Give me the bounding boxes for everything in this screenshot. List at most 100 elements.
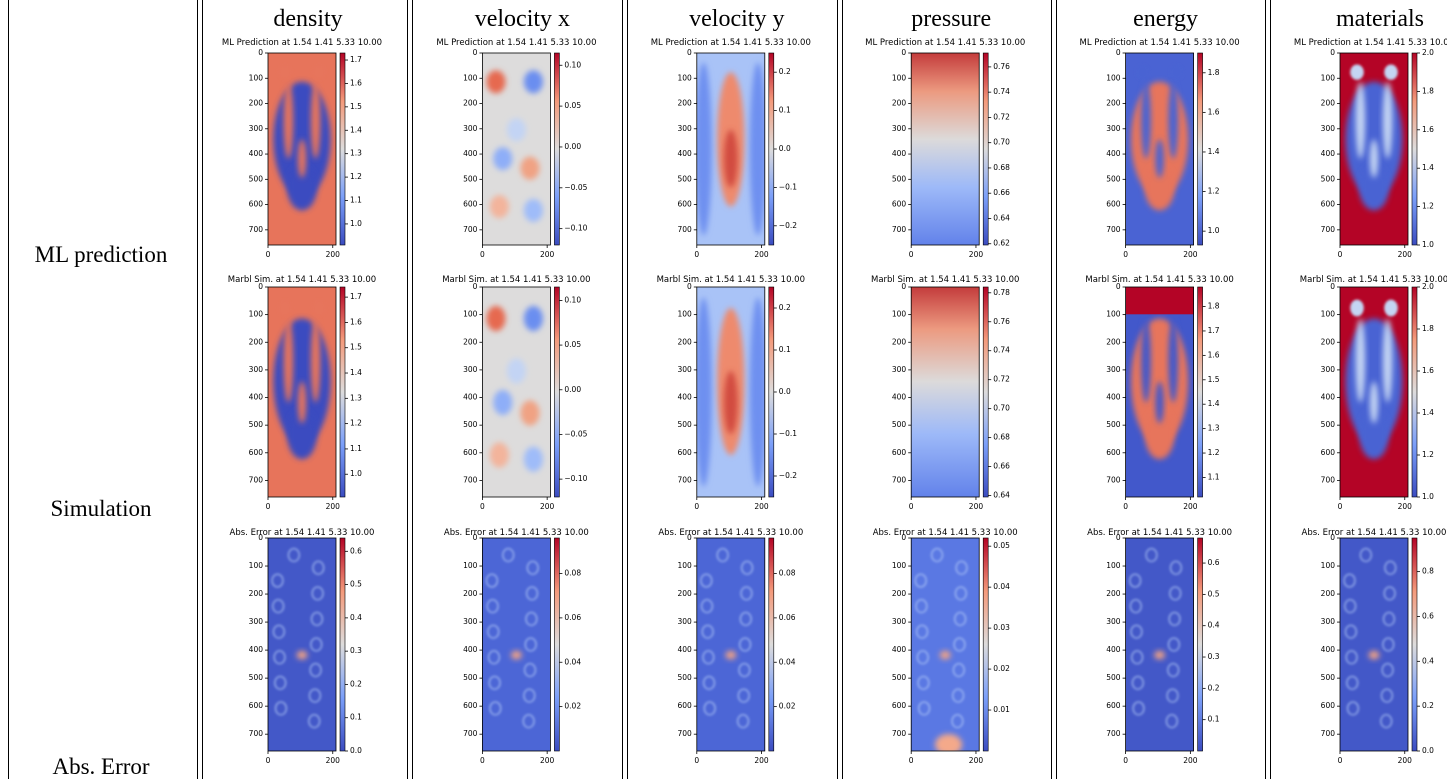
- y-tick-label: 300: [249, 124, 264, 133]
- y-tick-label: 100: [892, 73, 907, 82]
- colorbar-tick-label: 0.64: [993, 213, 1010, 222]
- axes-frame: [696, 286, 766, 498]
- colorbar-tick-label: 1.2: [350, 172, 362, 181]
- x-tick-label: 0: [1338, 502, 1343, 511]
- x-tick-label: 200: [540, 502, 555, 511]
- colorbar-tick-label: 0.02: [993, 664, 1010, 673]
- y-tick-label: 400: [1106, 149, 1121, 158]
- panel-title: Marbl Sim. at 1.54 1.41 5.33 10.00: [871, 275, 1019, 285]
- panel-title: Abs. Error at 1.54 1.41 5.33 10.00: [873, 528, 1018, 538]
- colorbar-tick-label: 1.3: [350, 149, 362, 158]
- colorbar: [554, 286, 560, 498]
- x-tick-label: 0: [480, 502, 485, 511]
- heatmap: [1125, 538, 1194, 751]
- y-tick-label: 600: [677, 200, 692, 209]
- column-title: materials: [1336, 6, 1424, 32]
- colorbar: [1197, 537, 1203, 752]
- y-tick-label: 0: [1330, 533, 1335, 542]
- y-tick-label: 600: [463, 701, 478, 710]
- heatmap: [911, 53, 980, 245]
- colorbar-tick-label: 1.2: [1422, 450, 1434, 459]
- heatmap: [1340, 287, 1408, 497]
- colorbar-tick-label: 0.0: [779, 144, 791, 153]
- colorbar-tick-label: 1.4: [1422, 408, 1434, 417]
- y-tick-label: 400: [677, 393, 692, 402]
- colorbar-tick-label: 1.7: [350, 55, 362, 64]
- y-tick-label: 0: [258, 48, 263, 57]
- y-tick-label: 500: [1321, 673, 1336, 682]
- colorbar-tick-label: 0.05: [564, 340, 581, 349]
- colorbar-tick-label: 0.72: [993, 112, 1010, 121]
- x-tick-label: 200: [1398, 250, 1413, 259]
- panel: Marbl Sim. at 1.54 1.41 5.33 10.00010020…: [442, 275, 590, 511]
- column-title: velocity y: [689, 6, 784, 32]
- y-tick-label: 700: [463, 729, 478, 738]
- panel-title: ML Prediction at 1.54 1.41 5.33 10.00: [865, 38, 1025, 48]
- colorbar-tick-label: 0.4: [350, 613, 362, 622]
- colorbar-tick-label: 0.02: [779, 702, 796, 711]
- y-tick-label: 100: [1321, 310, 1336, 319]
- y-tick-label: 0: [1330, 48, 1335, 57]
- axes-frame: [1339, 286, 1409, 498]
- y-tick-label: 300: [1321, 365, 1336, 374]
- panel-title: ML Prediction at 1.54 1.41 5.33 10.00: [1294, 38, 1447, 48]
- y-tick-label: 500: [1321, 174, 1336, 183]
- y-tick-label: 500: [463, 420, 478, 429]
- x-tick-label: 0: [480, 756, 485, 765]
- panel: ML Prediction at 1.54 1.41 5.33 10.00010…: [436, 38, 596, 259]
- x-tick-label: 0: [266, 250, 271, 259]
- column-title: density: [273, 6, 342, 32]
- y-tick-label: 100: [249, 310, 264, 319]
- colorbar-tick-label: 1.6: [350, 317, 362, 326]
- colorbar-tick-label: 1.8: [1422, 86, 1434, 95]
- colorbar-tick-label: 0.5: [350, 580, 362, 589]
- colorbar-tick-label: 0.06: [564, 613, 581, 622]
- colorbar-tick-label: 1.6: [1208, 350, 1220, 359]
- panel-title: Marbl Sim. at 1.54 1.41 5.33 10.00: [228, 275, 376, 285]
- y-tick-label: 700: [249, 225, 264, 234]
- panel: ML Prediction at 1.54 1.41 5.33 10.00010…: [651, 38, 811, 259]
- y-tick-label: 700: [463, 225, 478, 234]
- y-tick-label: 500: [892, 673, 907, 682]
- colorbar-tick-label: 1.0: [350, 469, 362, 478]
- y-tick-label: 0: [1330, 282, 1335, 291]
- x-tick-label: 0: [1123, 250, 1128, 259]
- y-tick-label: 100: [1321, 73, 1336, 82]
- colorbar-tick-label: −0.10: [564, 224, 587, 233]
- colorbar-tick-label: 1.0: [1422, 240, 1434, 249]
- colorbar-tick-label: 0.05: [993, 541, 1010, 550]
- axes-frame: [910, 537, 980, 752]
- y-tick-label: 400: [1106, 393, 1121, 402]
- y-tick-label: 600: [249, 701, 264, 710]
- x-tick-label: 200: [326, 502, 341, 511]
- row-label: Simulation: [51, 496, 152, 521]
- colorbar-tick-label: 0.72: [993, 375, 1010, 384]
- colorbar-tick-label: −0.2: [779, 471, 797, 480]
- panel-title: Abs. Error at 1.54 1.41 5.33 10.00: [444, 528, 589, 538]
- y-tick-label: 500: [463, 174, 478, 183]
- y-tick-label: 500: [1321, 420, 1336, 429]
- colorbar-tick-label: 0.66: [993, 462, 1010, 471]
- colorbar-tick-label: 0.2: [779, 303, 791, 312]
- colorbar-tick-label: 0.68: [993, 433, 1010, 442]
- colorbar-tick-label: 0.04: [993, 582, 1010, 591]
- panel: Abs. Error at 1.54 1.41 5.33 10.00010020…: [658, 528, 803, 765]
- panel-title: Abs. Error at 1.54 1.41 5.33 10.00: [658, 528, 803, 538]
- colorbar-tick-label: 0.6: [1422, 611, 1434, 620]
- colorbar-tick-label: 1.3: [1208, 424, 1220, 433]
- y-tick-label: 700: [463, 475, 478, 484]
- x-tick-label: 200: [754, 756, 769, 765]
- colorbar-tick-label: 0.70: [993, 138, 1010, 147]
- y-tick-label: 100: [1106, 561, 1121, 570]
- y-tick-label: 100: [249, 561, 264, 570]
- x-tick-label: 0: [1123, 502, 1128, 511]
- panel: Marbl Sim. at 1.54 1.41 5.33 10.00010020…: [657, 275, 805, 511]
- colorbar: [982, 537, 989, 752]
- heatmap: [1125, 53, 1194, 245]
- colorbar-tick-label: 0.01: [993, 705, 1010, 714]
- y-tick-label: 0: [473, 533, 478, 542]
- panel-title: Abs. Error at 1.54 1.41 5.33 10.00: [230, 528, 375, 538]
- y-tick-label: 200: [249, 337, 264, 346]
- colorbar-tick-label: 0.00: [564, 385, 581, 394]
- axes-frame: [696, 52, 766, 246]
